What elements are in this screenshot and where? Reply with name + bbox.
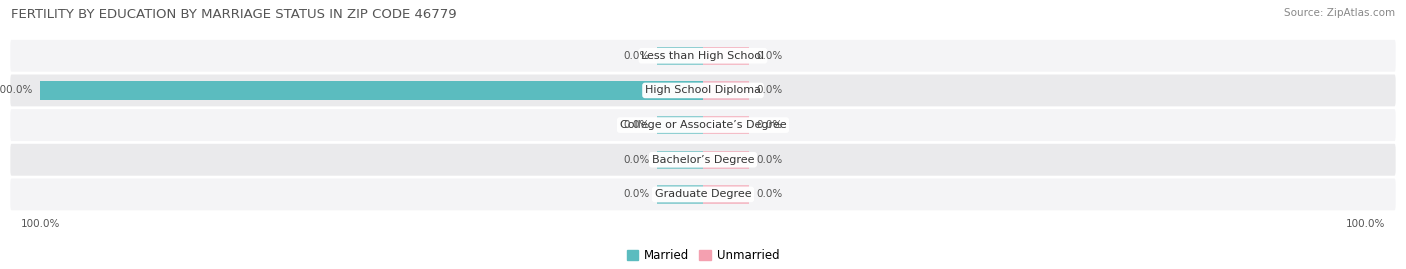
Bar [703,116,749,134]
Text: Bachelor’s Degree: Bachelor’s Degree [652,155,754,165]
Text: 0.0%: 0.0% [756,51,782,61]
Text: 0.0%: 0.0% [756,120,782,130]
Legend: Married, Unmarried: Married, Unmarried [621,245,785,267]
Text: Less than High School: Less than High School [641,51,765,61]
FancyBboxPatch shape [10,178,1396,210]
Bar [657,185,703,204]
Bar [657,116,703,134]
FancyBboxPatch shape [10,75,1396,106]
Text: 0.0%: 0.0% [756,86,782,95]
Text: FERTILITY BY EDUCATION BY MARRIAGE STATUS IN ZIP CODE 46779: FERTILITY BY EDUCATION BY MARRIAGE STATU… [11,8,457,21]
FancyBboxPatch shape [10,144,1396,176]
FancyBboxPatch shape [10,40,1396,72]
Bar [657,47,703,65]
Bar [703,47,749,65]
Text: 0.0%: 0.0% [624,51,650,61]
Bar [657,151,703,169]
Text: College or Associate’s Degree: College or Associate’s Degree [620,120,786,130]
Text: 0.0%: 0.0% [756,189,782,199]
Text: 0.0%: 0.0% [624,189,650,199]
Text: Source: ZipAtlas.com: Source: ZipAtlas.com [1284,8,1395,18]
Text: High School Diploma: High School Diploma [645,86,761,95]
Bar [41,81,703,100]
FancyBboxPatch shape [10,109,1396,141]
Text: 0.0%: 0.0% [624,120,650,130]
Text: 0.0%: 0.0% [756,155,782,165]
Text: 100.0%: 100.0% [0,86,34,95]
Text: Graduate Degree: Graduate Degree [655,189,751,199]
Bar [703,185,749,204]
Text: 0.0%: 0.0% [624,155,650,165]
Bar [703,81,749,100]
Bar [703,151,749,169]
